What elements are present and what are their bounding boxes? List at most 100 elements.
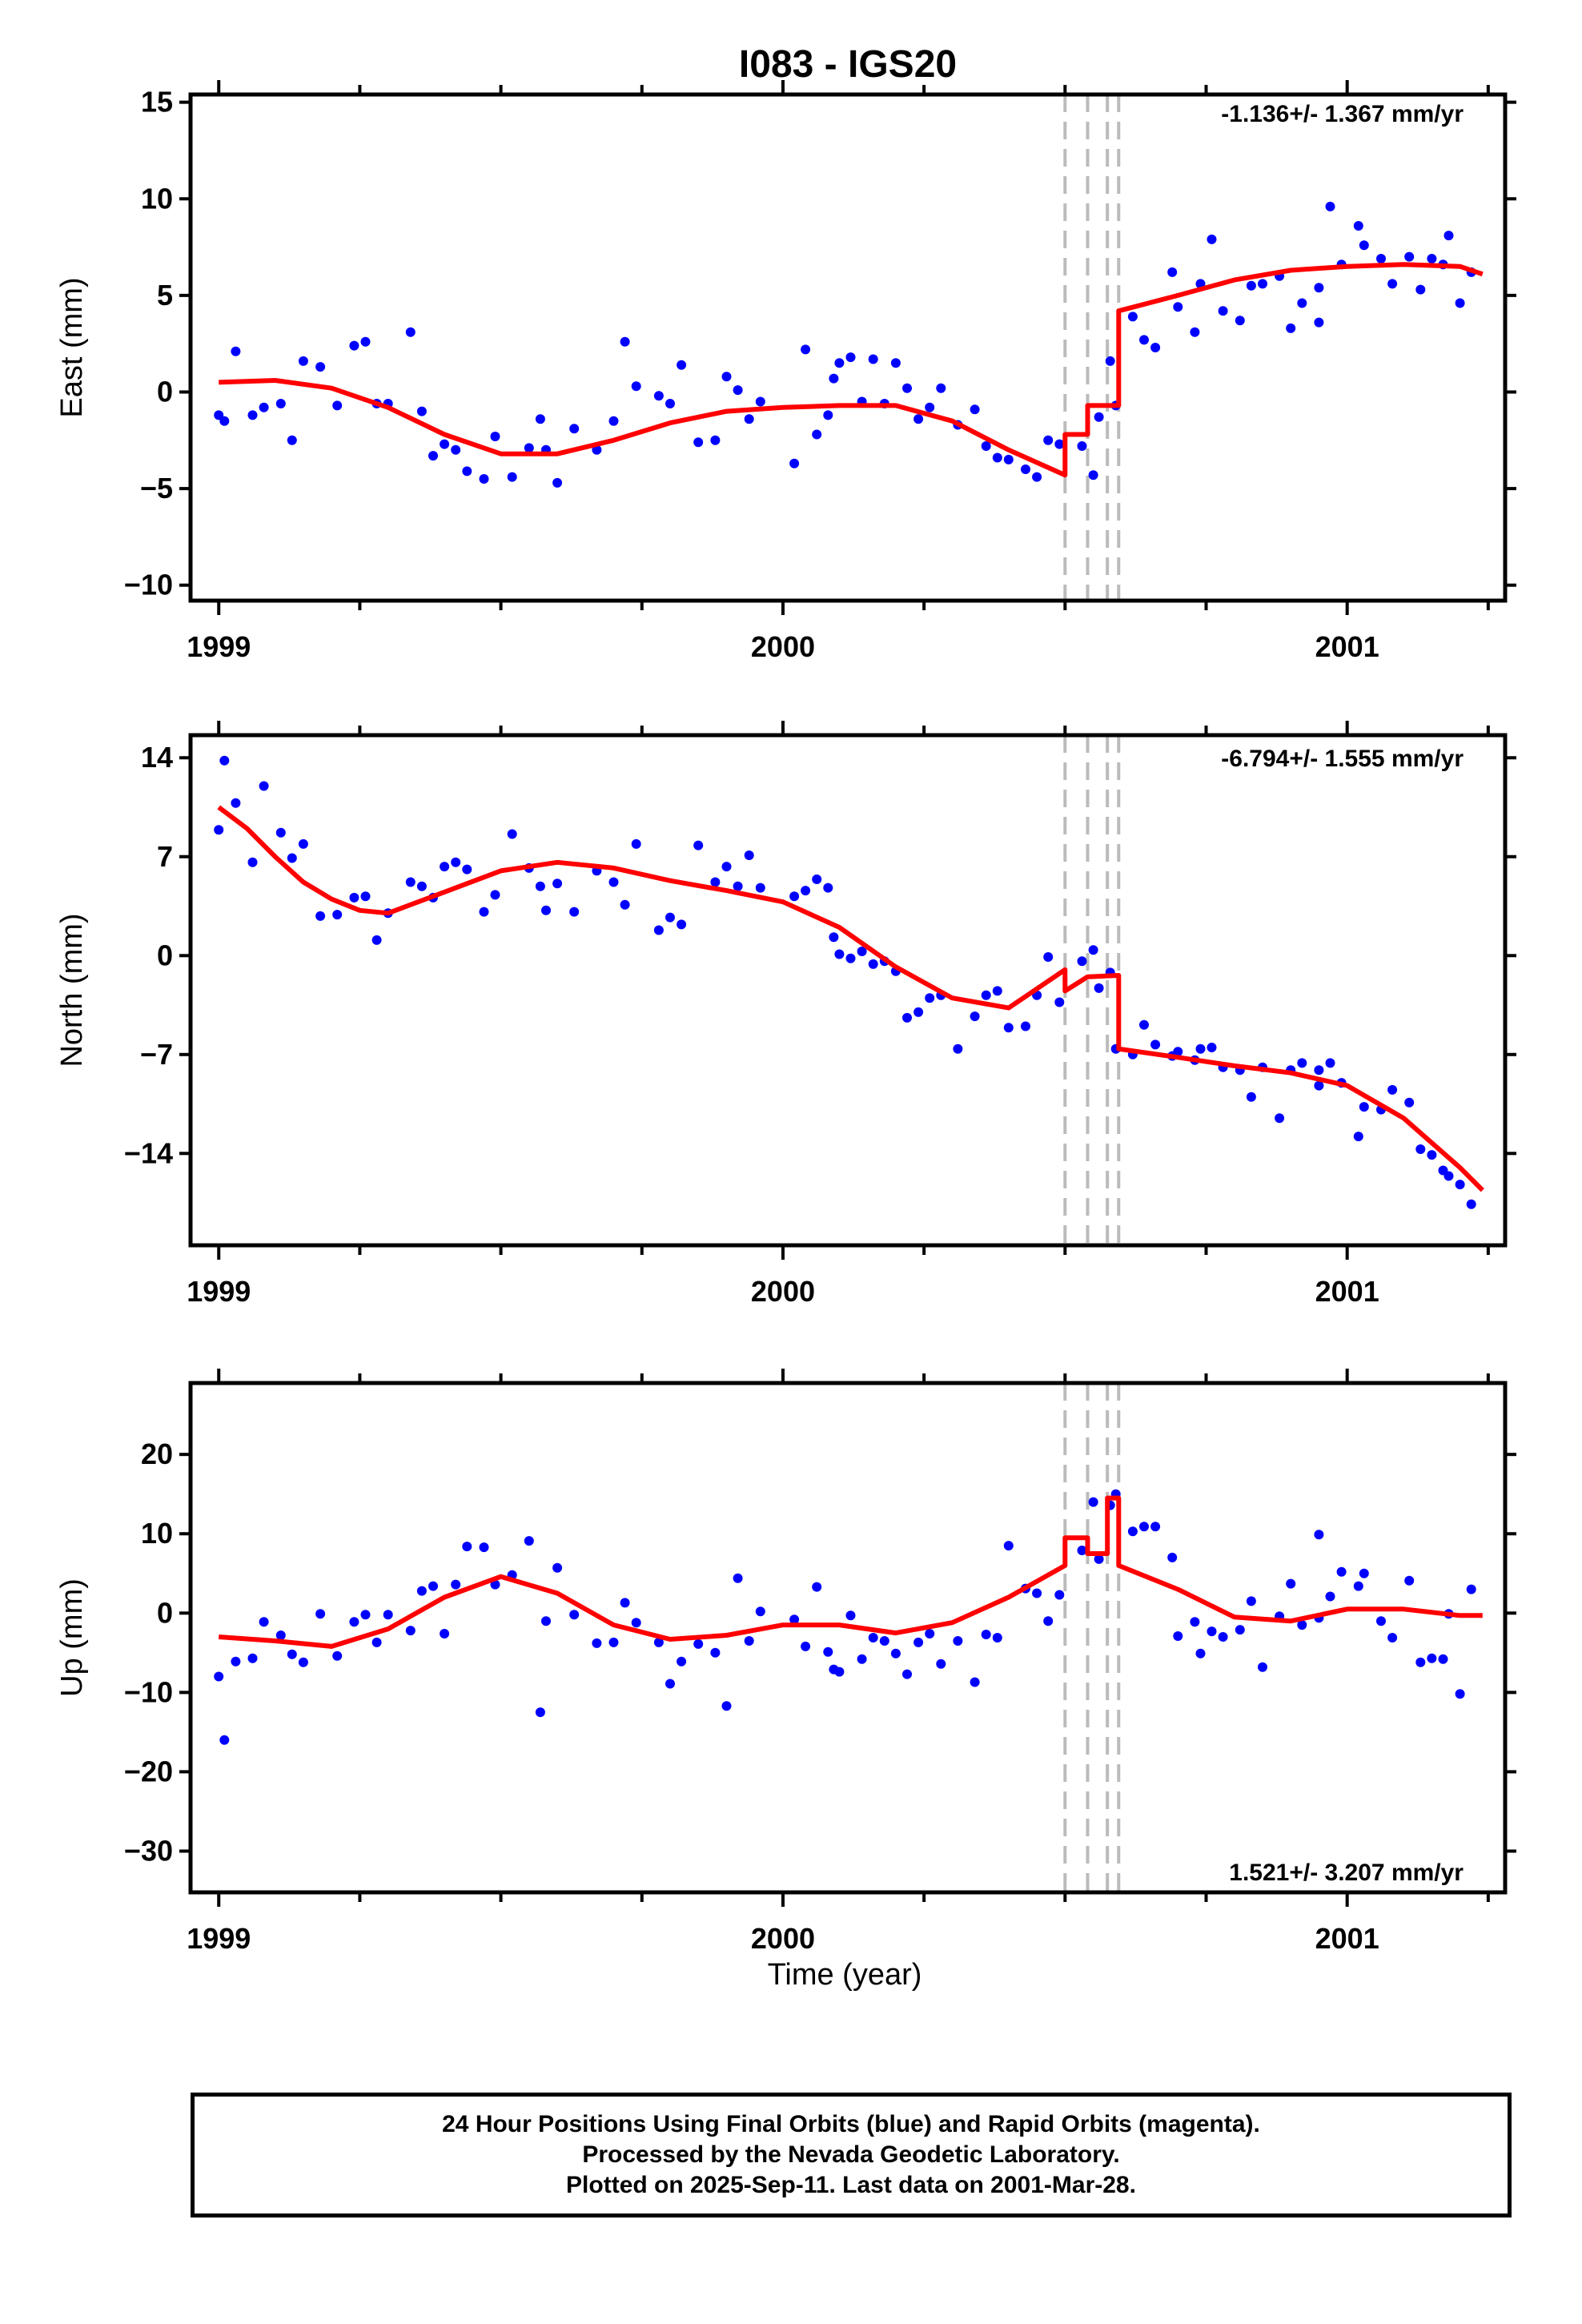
east-point-22 bbox=[970, 404, 980, 415]
north-point-63 bbox=[1466, 1199, 1476, 1209]
north-point-93 bbox=[925, 993, 935, 1003]
up-point-14 bbox=[315, 1609, 326, 1619]
up-point-44 bbox=[428, 1581, 438, 1591]
north-point-70 bbox=[1054, 997, 1065, 1007]
north-point-88 bbox=[287, 853, 297, 863]
east-point-88 bbox=[287, 435, 297, 445]
north-frame bbox=[188, 733, 1508, 1248]
north-model-line bbox=[217, 805, 1484, 1192]
east-point-10 bbox=[1003, 454, 1014, 464]
east-point-60 bbox=[1105, 356, 1115, 366]
north-point-7 bbox=[1455, 1180, 1465, 1190]
up-point-56 bbox=[992, 1633, 1002, 1642]
north-xtick-label-1999: 1999 bbox=[187, 1275, 251, 1308]
east-frame bbox=[188, 92, 1508, 603]
up-point-93 bbox=[925, 1629, 935, 1638]
up-point-64 bbox=[710, 1647, 721, 1658]
north-point-42 bbox=[552, 879, 563, 889]
east-ytick-label: 5 bbox=[157, 279, 173, 312]
up-point-61 bbox=[462, 1542, 472, 1552]
up-point-48 bbox=[1150, 1522, 1161, 1532]
up-ytick-label: −10 bbox=[124, 1675, 173, 1708]
north-point-8 bbox=[693, 840, 704, 850]
up-point-72 bbox=[1218, 1632, 1228, 1642]
north-point-91 bbox=[1438, 1165, 1448, 1176]
north-point-89 bbox=[1246, 1092, 1256, 1102]
up-point-80 bbox=[1286, 1578, 1296, 1589]
east-point-11 bbox=[1314, 283, 1324, 293]
north-point-3 bbox=[812, 875, 822, 884]
east-point-57 bbox=[1297, 298, 1307, 308]
north-point-64 bbox=[710, 877, 721, 887]
up-frame bbox=[188, 1381, 1508, 1895]
east-point-51 bbox=[1258, 279, 1267, 289]
up-point-37 bbox=[1207, 1626, 1217, 1637]
north-ytick-label: −14 bbox=[124, 1136, 173, 1169]
up-point-7 bbox=[1455, 1689, 1465, 1699]
east-y-axis-label: East (mm) bbox=[55, 277, 89, 417]
up-point-8 bbox=[693, 1638, 704, 1649]
up-ytick-label: −30 bbox=[124, 1834, 173, 1867]
east-point-8 bbox=[693, 437, 704, 448]
north-point-20 bbox=[1353, 1132, 1363, 1142]
east-point-96 bbox=[1314, 317, 1324, 328]
east-point-98 bbox=[829, 373, 839, 384]
up-xtick-label-1999: 1999 bbox=[187, 1922, 251, 1955]
north-point-75 bbox=[902, 1012, 912, 1023]
north-point-57 bbox=[1297, 1058, 1307, 1068]
east-point-56 bbox=[992, 452, 1002, 463]
up-point-25 bbox=[524, 1536, 534, 1546]
east-point-90 bbox=[440, 439, 450, 449]
east-point-25 bbox=[524, 443, 534, 453]
up-xtick-label-2000: 2000 bbox=[751, 1922, 815, 1955]
north-point-83 bbox=[490, 890, 500, 900]
up-point-27 bbox=[1427, 1653, 1437, 1663]
up-point-4 bbox=[1235, 1625, 1245, 1635]
up-point-78 bbox=[744, 1636, 754, 1646]
east-ytick-label: −10 bbox=[124, 569, 173, 601]
up-point-24 bbox=[1043, 1616, 1054, 1626]
east-point-74 bbox=[592, 444, 602, 455]
up-point-92 bbox=[620, 1598, 630, 1608]
up-point-99 bbox=[1195, 1648, 1206, 1659]
east-point-81 bbox=[360, 336, 371, 347]
east-point-46 bbox=[1443, 231, 1454, 241]
north-y-axis-label: North (mm) bbox=[55, 913, 89, 1067]
north-point-37 bbox=[1207, 1043, 1217, 1052]
up-point-98 bbox=[829, 1664, 839, 1675]
north-point-96 bbox=[1314, 1065, 1324, 1076]
east-panel: −10 −5 0 5 10 15 1999 2000 2001 East (mm) -1.136+/… bbox=[55, 80, 1516, 663]
up-point-35 bbox=[479, 1542, 489, 1553]
up-point-13 bbox=[1404, 1575, 1415, 1586]
north-point-10 bbox=[1003, 1023, 1014, 1033]
east-point-16 bbox=[913, 414, 924, 424]
north-point-35 bbox=[479, 907, 489, 917]
north-point-65 bbox=[953, 1043, 963, 1054]
north-point-59 bbox=[857, 947, 867, 956]
north-point-76 bbox=[247, 857, 258, 867]
up-point-58 bbox=[214, 1671, 224, 1682]
up-y-axis-label: Up (mm) bbox=[55, 1578, 89, 1697]
east-point-77 bbox=[1127, 312, 1138, 322]
north-point-21 bbox=[259, 781, 269, 791]
up-point-85 bbox=[1167, 1552, 1178, 1562]
east-point-86 bbox=[665, 399, 675, 408]
north-point-94 bbox=[1088, 945, 1098, 955]
north-point-82 bbox=[1359, 1102, 1369, 1112]
east-xtick-label-1999: 1999 bbox=[187, 630, 251, 663]
east-point-30 bbox=[1139, 335, 1149, 345]
x-axis-label: Time (year) bbox=[768, 1958, 922, 1992]
north-point-79 bbox=[981, 990, 991, 1000]
up-point-65 bbox=[953, 1636, 963, 1646]
east-point-92 bbox=[620, 336, 630, 347]
north-point-16 bbox=[913, 1007, 924, 1017]
up-point-9 bbox=[371, 1637, 382, 1647]
north-point-99 bbox=[1195, 1043, 1206, 1054]
up-point-42 bbox=[552, 1562, 563, 1573]
east-point-32 bbox=[231, 346, 241, 356]
north-point-13 bbox=[1404, 1097, 1415, 1108]
east-point-15 bbox=[1094, 412, 1104, 422]
east-point-97 bbox=[535, 414, 545, 424]
